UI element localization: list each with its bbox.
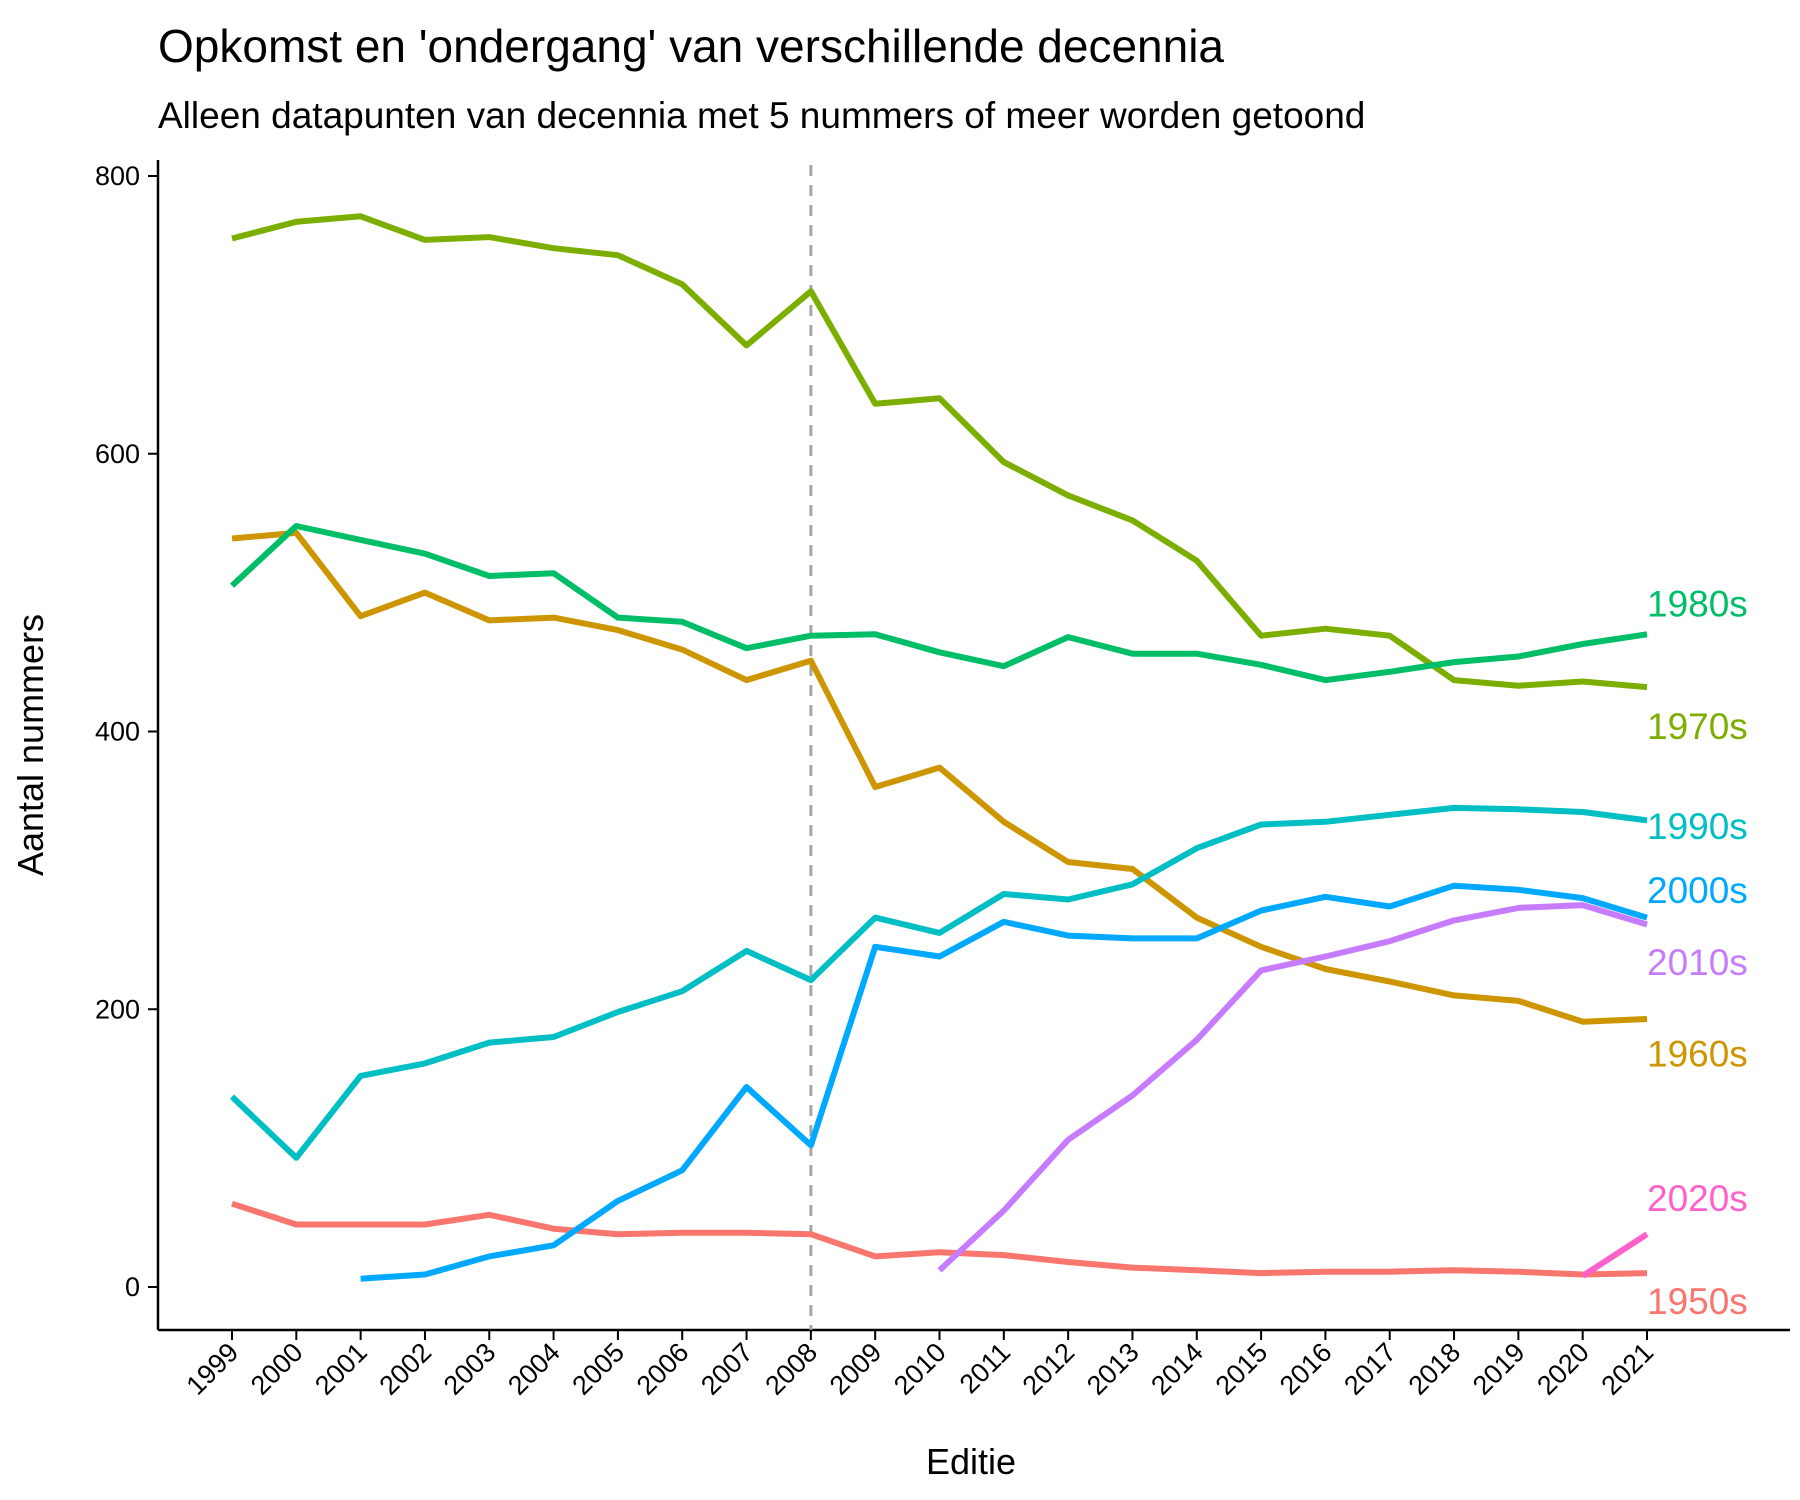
series-line-1960s (231, 529, 1648, 1025)
x-tick-label: 2021 (1596, 1337, 1660, 1401)
x-tick-label: 2017 (1338, 1337, 1402, 1401)
chart-title: Opkomst en 'ondergang' van verschillende… (158, 20, 1224, 72)
y-tick-label: 600 (95, 439, 140, 469)
x-tick-label: 2002 (374, 1337, 438, 1401)
x-ticks: 1999 2000 2001 2002 2003 2004 2005 2006 2007 2008… (181, 1330, 1660, 1401)
series-line-2000s (360, 882, 1648, 1282)
axes-group (156, 160, 1790, 1332)
y-tick-label: 0 (125, 1272, 140, 1302)
x-tick-label: 2015 (1210, 1337, 1274, 1401)
x-tick-label: 2008 (759, 1337, 823, 1401)
series-lines (229, 213, 1649, 1282)
y-tick-label: 200 (95, 994, 140, 1024)
x-tick-label: 2000 (245, 1337, 309, 1401)
series-label-1980s: 1980s (1647, 584, 1748, 625)
series-line-2010s (937, 902, 1648, 1273)
x-tick-label: 2009 (824, 1337, 888, 1401)
x-tick-label: 2011 (954, 1337, 1016, 1399)
series-line-1950s (231, 1200, 1648, 1278)
y-axis-title: Aantal nummers (10, 614, 51, 876)
series-label-2020s: 2020s (1647, 1178, 1748, 1219)
series-label-2010s: 2010s (1647, 942, 1748, 983)
x-tick-label: 2010 (888, 1337, 952, 1401)
x-tick-label: 2005 (566, 1337, 630, 1401)
series-line-1990s (229, 804, 1648, 1161)
x-tick-label: 2006 (631, 1337, 695, 1401)
x-tick-label: 2012 (1017, 1337, 1081, 1401)
y-tick-label: 400 (95, 717, 140, 747)
x-tick-label: 2003 (438, 1337, 502, 1401)
x-tick-label: 2004 (502, 1337, 566, 1401)
chart-subtitle: Alleen datapunten van decennia met 5 num… (158, 95, 1365, 136)
series-label-1990s: 1990s (1647, 806, 1748, 847)
x-tick-label: 2013 (1081, 1337, 1145, 1401)
x-tick-label: 2014 (1145, 1337, 1209, 1401)
series-label-1970s: 1970s (1647, 706, 1748, 747)
y-tick-label: 800 (95, 161, 140, 191)
x-tick-label: 2016 (1274, 1337, 1338, 1401)
x-tick-label: 2020 (1531, 1337, 1595, 1401)
x-tick-label: 1999 (181, 1337, 245, 1401)
series-label-1950s: 1950s (1647, 1281, 1748, 1322)
x-tick-label: 2019 (1467, 1337, 1531, 1401)
x-tick-label: 2018 (1403, 1337, 1467, 1401)
x-axis-title: Editie (926, 1441, 1016, 1482)
series-line-2020s (1581, 1231, 1649, 1279)
series-line-1980s (229, 523, 1648, 684)
x-tick-label: 2007 (695, 1337, 759, 1401)
series-line-1970s (231, 213, 1648, 691)
series-end-labels: 1980s 1970s 1990s 2000s 2010s 1960s 2020s 1950s (1647, 584, 1748, 1322)
y-ticks: 0 200 400 600 800 (95, 161, 158, 1302)
series-label-1960s: 1960s (1647, 1034, 1748, 1075)
x-tick-label: 2001 (309, 1337, 373, 1401)
series-label-2000s: 2000s (1647, 870, 1748, 911)
